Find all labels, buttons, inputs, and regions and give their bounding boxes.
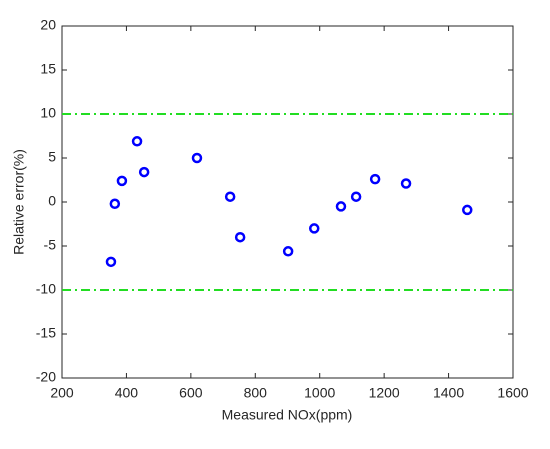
point — [105, 256, 117, 268]
y-tick-label: 10 — [40, 105, 56, 121]
x-tick-label: 200 — [50, 385, 74, 401]
x-axis-label: Measured NOx(ppm) — [222, 407, 353, 423]
point — [191, 152, 203, 164]
point — [350, 191, 362, 202]
point — [109, 198, 121, 210]
point — [224, 191, 236, 202]
point — [400, 178, 412, 189]
y-tick-label: -15 — [36, 325, 56, 341]
x-tick-label: 1200 — [369, 385, 400, 401]
point — [462, 204, 473, 216]
point — [234, 231, 246, 243]
y-tick-label: 15 — [40, 61, 56, 77]
point — [335, 201, 347, 212]
y-tick-label: -5 — [44, 237, 57, 253]
y-tick-label: 5 — [48, 149, 56, 165]
point — [116, 175, 128, 187]
point — [138, 166, 150, 178]
plot-frame — [61, 25, 514, 379]
x-tick-label: 400 — [115, 385, 139, 401]
y-tick-label: -20 — [36, 369, 56, 385]
x-tick-label: 1000 — [304, 385, 335, 401]
y-tick-label: 0 — [48, 193, 56, 209]
x-tick-label: 800 — [244, 385, 268, 401]
point — [282, 246, 294, 257]
y-tick-label: -10 — [36, 281, 56, 297]
x-tick-label: 1600 — [497, 385, 528, 401]
point — [131, 136, 143, 147]
x-tick-label: 600 — [179, 385, 203, 401]
point — [308, 223, 320, 234]
x-tick-label: 1400 — [433, 385, 464, 401]
y-tick-label: 20 — [40, 17, 56, 33]
point — [369, 173, 381, 185]
y-axis-label: Relative error(%) — [11, 149, 27, 255]
